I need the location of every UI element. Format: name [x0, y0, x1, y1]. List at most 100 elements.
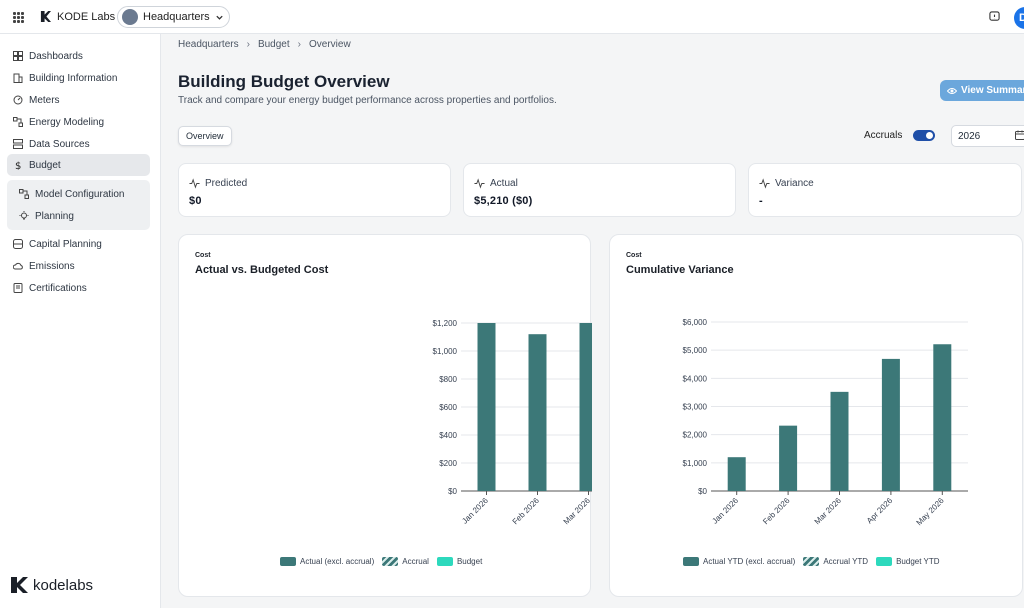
chart-card-actual-vs-budget: Cost Actual vs. Budgeted Cost $0 $200 $400…	[178, 234, 592, 597]
year-select[interactable]: 2026	[951, 125, 1024, 147]
kpi-label: Variance	[775, 178, 814, 189]
sidebar-item-data-sources[interactable]: Data Sources	[7, 133, 150, 155]
legend-swatch	[436, 557, 453, 566]
y-tick-label: $4,000	[683, 374, 708, 383]
kodelabs-footer-logo: kodelabs	[9, 575, 93, 595]
pulse-icon	[189, 178, 200, 189]
breadcrumb-item[interactable]: Budget	[257, 39, 290, 50]
tab-overview[interactable]: Overview	[178, 126, 232, 146]
datasource-icon	[13, 139, 23, 149]
kode-logo-icon	[40, 11, 51, 22]
y-tick-label: $5,000	[683, 346, 708, 355]
help-chat-icon[interactable]	[989, 11, 1000, 22]
sidebar-item-label: Building Information	[29, 72, 118, 84]
chart-kicker: Cost	[195, 252, 211, 259]
bar	[933, 344, 952, 491]
sidebar-item-label: Planning	[35, 210, 74, 222]
legend-label: Accrual YTD	[823, 557, 869, 566]
sidebar-item-label: Data Sources	[29, 138, 90, 150]
y-tick-label: $800	[439, 375, 457, 384]
org-avatar	[122, 9, 138, 25]
y-tick-label: $0	[448, 487, 457, 496]
x-tick-label: Feb 2026	[761, 496, 792, 527]
chart-title: Actual vs. Budgeted Cost	[195, 264, 329, 276]
svg-text:$: $	[15, 161, 21, 170]
building-icon	[13, 73, 23, 83]
kode-logo-icon	[11, 577, 28, 593]
dollar-icon: $	[15, 161, 21, 170]
legend-item[interactable]: Budget YTD	[876, 557, 940, 566]
y-tick-label: $200	[439, 459, 457, 468]
breadcrumb-item[interactable]: Headquarters	[178, 39, 239, 50]
legend-item[interactable]: Budget	[436, 557, 482, 566]
y-tick-label: $400	[439, 431, 457, 440]
sidebar-item-emissions[interactable]: Emissions	[7, 255, 150, 277]
accruals-toggle[interactable]	[913, 130, 935, 141]
sidebar-item-label: Capital Planning	[29, 238, 102, 250]
sidebar-item-building-information[interactable]: Building Information	[7, 67, 150, 89]
legend-swatch	[683, 557, 699, 566]
org-name: Headquarters	[143, 11, 210, 23]
y-tick-label: $6,000	[683, 318, 708, 327]
chart-legend: Actual (excl. accrual) Accrual Budget	[280, 557, 482, 566]
legend-label: Budget YTD	[896, 557, 940, 566]
x-tick-label: Feb 2026	[511, 496, 542, 527]
sidebar-item-energy-modeling[interactable]: Energy Modeling	[7, 111, 150, 133]
legend-swatch	[803, 557, 820, 566]
y-tick-label: $3,000	[683, 403, 708, 412]
bar	[830, 391, 849, 491]
kpi-label: Predicted	[205, 178, 248, 189]
model-icon	[13, 117, 23, 127]
legend-item[interactable]: Accrual YTD	[803, 557, 868, 566]
footer-logo-text: kodelabs	[33, 576, 94, 594]
model-config-icon	[19, 189, 29, 199]
top-bar: KODE Labs Headquarters D	[0, 0, 1024, 34]
brand[interactable]: KODE Labs	[40, 10, 115, 23]
y-tick-label: $0	[698, 487, 707, 496]
calendar-icon[interactable]	[1015, 130, 1024, 140]
x-tick-label: Jan 2026	[710, 496, 740, 526]
legend-item[interactable]: Actual YTD (excl. accrual)	[683, 557, 795, 566]
kpi-card-actual: Actual $5,210 ($0)	[463, 163, 736, 217]
x-tick-label: Mar 2026	[813, 496, 844, 527]
sidebar-item-capital-planning[interactable]: Capital Planning	[7, 233, 150, 255]
bar	[727, 457, 746, 491]
bulb-icon	[19, 211, 29, 220]
chart-card-cumulative-variance: Cost Cumulative Variance $0 $1,000 $2,000 $…	[609, 234, 1023, 597]
sidebar-item-label: Budget	[29, 159, 61, 171]
y-tick-label: $1,000	[683, 459, 708, 468]
y-tick-label: $2,000	[683, 431, 708, 440]
org-selector[interactable]: Headquarters	[117, 6, 230, 28]
sidebar-item-budget[interactable]: $ Budget	[7, 154, 150, 176]
bar	[881, 358, 900, 491]
kpi-label: Actual	[490, 178, 518, 189]
legend-swatch	[382, 557, 399, 566]
certificate-icon	[13, 283, 23, 293]
kpi-value: -	[759, 195, 763, 207]
brand-name: KODE Labs	[57, 10, 116, 23]
cloud-icon	[13, 262, 23, 270]
chart-legend: Actual YTD (excl. accrual) Accrual YTD B…	[683, 557, 940, 566]
sidebar-item-certifications[interactable]: Certifications	[7, 277, 150, 299]
sidebar-item-meters[interactable]: Meters	[7, 89, 150, 111]
sidebar-item-label: Emissions	[29, 260, 75, 272]
sidebar-subitem-planning[interactable]: Planning	[13, 205, 145, 227]
legend-swatch	[280, 557, 296, 566]
bar	[779, 425, 798, 491]
meter-icon	[13, 95, 23, 105]
app-grid-icon[interactable]	[13, 12, 24, 23]
x-tick-label: Mar 2026	[562, 496, 592, 527]
legend-item[interactable]: Actual (excl. accrual)	[280, 557, 374, 566]
y-tick-label: $600	[439, 403, 457, 412]
sidebar-item-dashboards[interactable]: Dashboards	[7, 45, 150, 67]
chevron-down-icon	[216, 15, 223, 20]
kpi-card-variance: Variance -	[748, 163, 1022, 217]
bar	[528, 334, 547, 491]
view-summary-button[interactable]: View Summary	[940, 80, 1024, 101]
user-avatar[interactable]: D	[1014, 7, 1024, 29]
sidebar: Dashboards Building Information Meters E…	[0, 34, 161, 608]
sidebar-subitem-model-configuration[interactable]: Model Configuration	[13, 183, 145, 205]
page-subtitle: Track and compare your energy budget per…	[178, 95, 557, 106]
legend-item[interactable]: Accrual	[382, 557, 429, 566]
bar-chart: $0 $200 $400 $600 $800 $1,000 $1,200 Jan 2026 Fe…	[433, 319, 592, 527]
